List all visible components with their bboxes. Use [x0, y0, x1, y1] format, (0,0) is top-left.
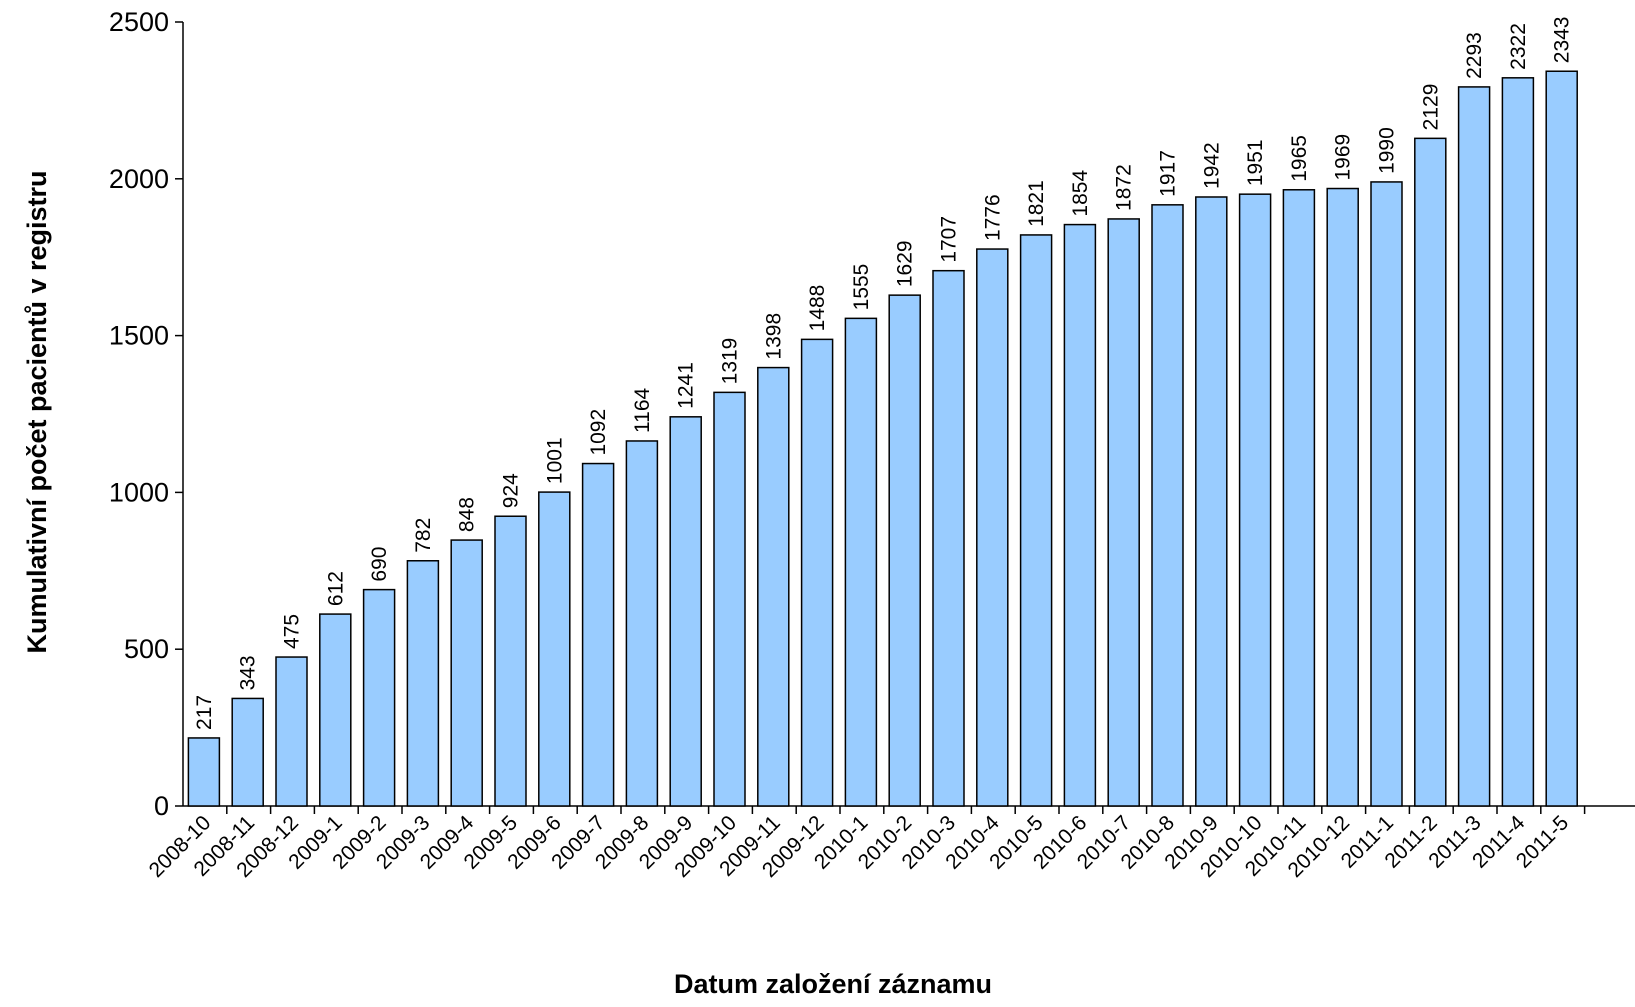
- bar: [757, 366, 790, 807]
- data-label: 343: [237, 655, 260, 690]
- bar: [713, 391, 746, 807]
- bar: [319, 613, 352, 807]
- data-label: 2322: [1507, 23, 1530, 70]
- data-label: 1707: [938, 216, 961, 263]
- bar: [450, 539, 483, 807]
- data-label: 1241: [675, 362, 698, 409]
- y-tick-label: 2000: [109, 164, 169, 194]
- data-label: 1488: [806, 285, 829, 332]
- bar: [494, 515, 527, 807]
- bar: [1457, 86, 1491, 807]
- y-tick-label: 500: [124, 634, 169, 664]
- x-axis-title: Datum založení záznamu: [674, 969, 992, 999]
- data-label: 1917: [1157, 150, 1180, 197]
- data-label: 1821: [1025, 180, 1048, 227]
- data-label: 1776: [981, 194, 1004, 241]
- data-label: 1629: [894, 240, 917, 287]
- bar: [275, 656, 308, 807]
- bar: [187, 737, 221, 807]
- data-label: 1398: [762, 313, 785, 360]
- data-label: 475: [281, 614, 304, 649]
- data-label: 782: [412, 518, 435, 553]
- data-label: 1555: [850, 264, 873, 311]
- bar: [1545, 70, 1578, 807]
- bar: [932, 269, 965, 807]
- data-label: 2343: [1551, 17, 1574, 64]
- bar: [844, 317, 878, 807]
- bar: [1107, 218, 1140, 807]
- plot-area: 050010001500200025002172008-103432008-11…: [109, 7, 1635, 882]
- bar: [888, 294, 921, 807]
- bar: [1063, 223, 1097, 807]
- data-label: 1990: [1376, 127, 1399, 174]
- bar: [1501, 77, 1535, 807]
- data-label: 1092: [587, 409, 610, 456]
- bar: [1370, 181, 1403, 807]
- data-label: 1942: [1200, 142, 1223, 189]
- bar: [976, 248, 1009, 807]
- data-label: 1854: [1069, 170, 1092, 217]
- data-label: 1001: [543, 437, 566, 484]
- data-label: 1951: [1244, 139, 1267, 186]
- bar: [406, 560, 440, 807]
- bar: [231, 697, 264, 807]
- data-label: 217: [193, 695, 216, 730]
- bar: [625, 440, 659, 807]
- bar: [1195, 196, 1228, 807]
- data-label: 1969: [1332, 134, 1355, 181]
- data-label: 612: [324, 571, 347, 606]
- y-tick-label: 2500: [109, 7, 169, 37]
- data-label: 690: [368, 547, 391, 582]
- data-label: 1872: [1113, 164, 1136, 211]
- data-label: 848: [456, 497, 479, 532]
- data-label: 2129: [1419, 84, 1442, 131]
- bar: [800, 338, 834, 807]
- bar: [669, 416, 702, 807]
- bar: [581, 462, 615, 807]
- bar: [1151, 204, 1184, 807]
- data-label: 1965: [1288, 135, 1311, 182]
- bar: [1019, 234, 1053, 807]
- y-tick-label: 1000: [109, 477, 169, 507]
- bar: [1282, 189, 1316, 807]
- y-tick-label: 1500: [109, 321, 169, 351]
- y-tick-label: 0: [154, 791, 169, 821]
- bar: [538, 491, 571, 807]
- bar: [1238, 193, 1272, 807]
- y-axis-title: Kumulativní počet pacientů v registru: [22, 170, 52, 653]
- bar: [1414, 137, 1447, 807]
- data-label: 1164: [631, 387, 654, 432]
- bar: [1326, 187, 1359, 807]
- data-label: 1319: [719, 338, 742, 385]
- data-label: 924: [500, 473, 523, 508]
- data-label: 2293: [1463, 32, 1486, 79]
- bar: [362, 588, 396, 807]
